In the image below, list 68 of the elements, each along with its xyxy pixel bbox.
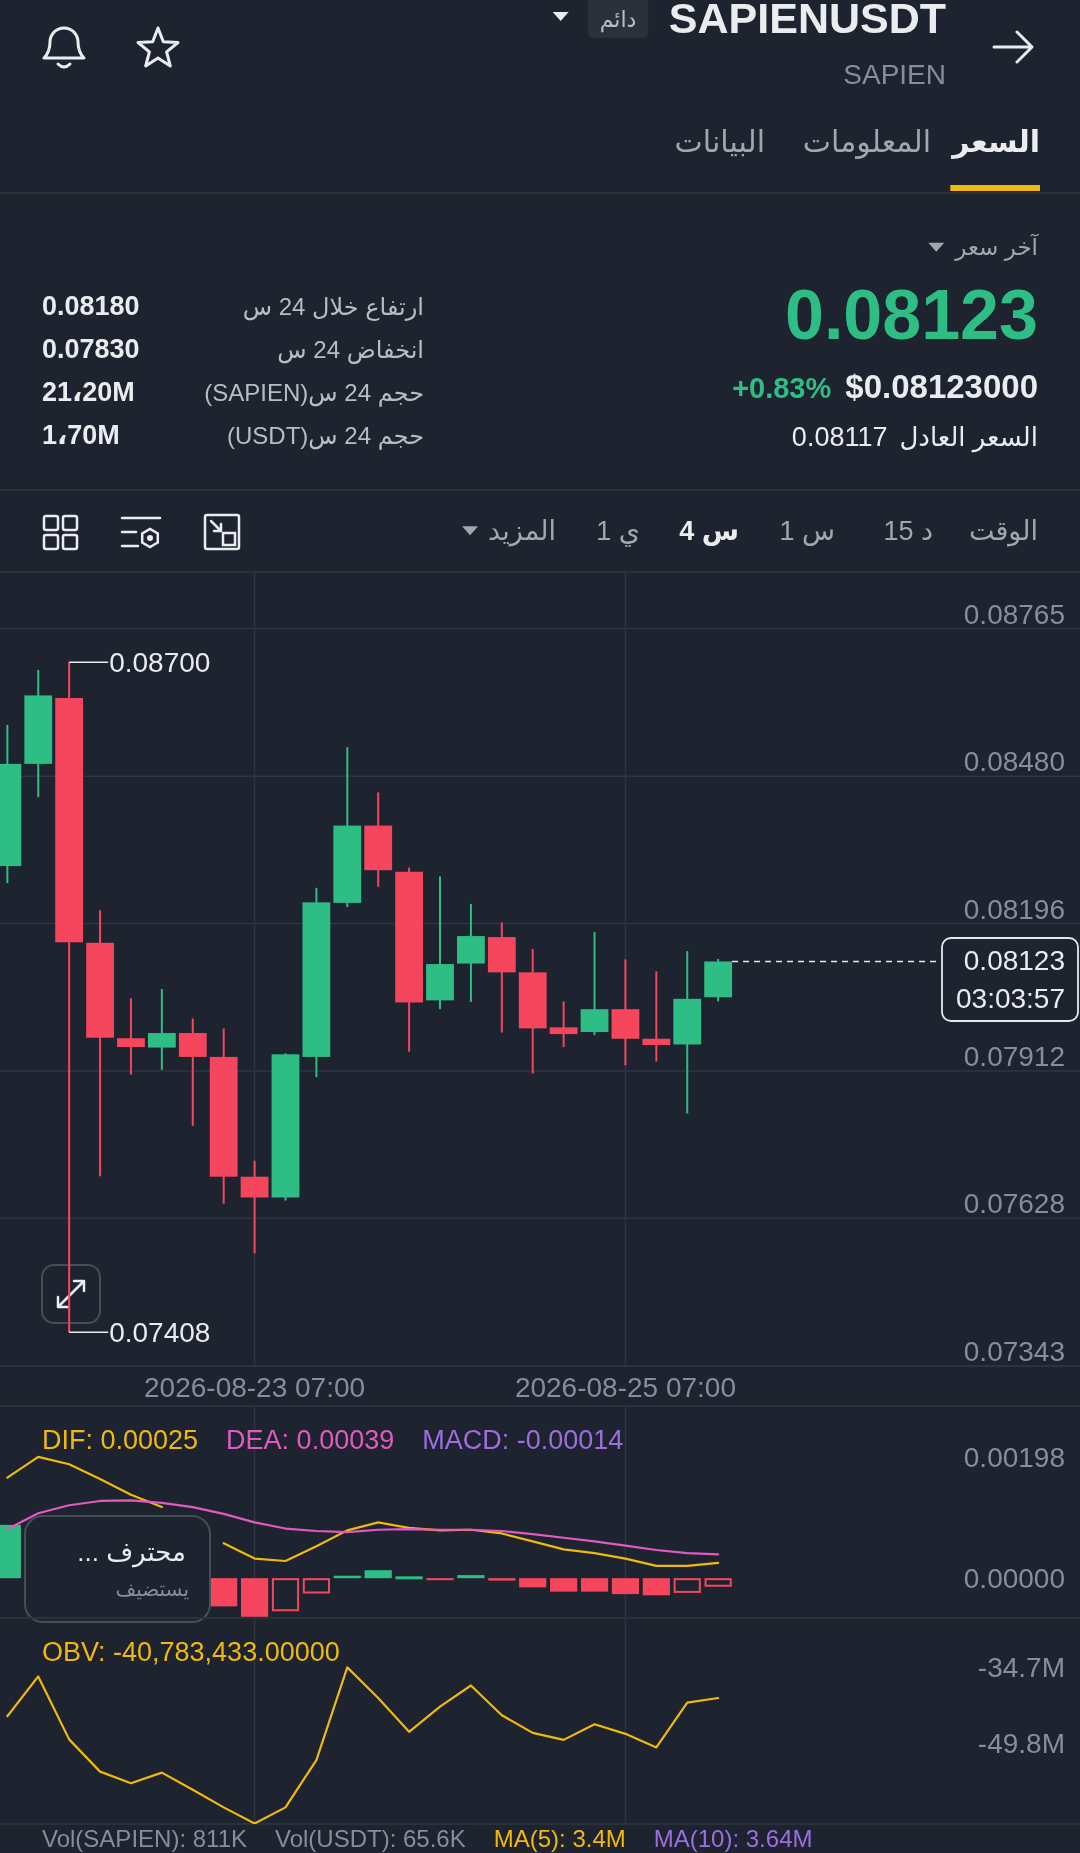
legend-label: MA(5): 3.4M bbox=[493, 1825, 626, 1852]
text: SAPIEN bbox=[843, 59, 946, 90]
bar bbox=[395, 1576, 423, 1580]
y-tick-label: 0.08765 bbox=[963, 598, 1065, 630]
line-series bbox=[6, 1666, 720, 1824]
text: 0.08117 bbox=[791, 422, 888, 452]
y-tick-label: 0.00198 bbox=[963, 1441, 1065, 1473]
annotation: MACD: -0.00014 bbox=[422, 1425, 624, 1455]
bar bbox=[642, 1578, 670, 1596]
bar bbox=[580, 1578, 609, 1592]
legend-label: MA(10): 3.64M bbox=[653, 1825, 813, 1852]
bar bbox=[302, 1578, 330, 1594]
text: 21،20M bbox=[42, 377, 135, 407]
series-label: DIF: 0.00025 bbox=[42, 1425, 199, 1455]
bar bbox=[240, 1578, 269, 1617]
annotation: يستضيف bbox=[115, 1578, 189, 1600]
x-tick-label: 2026-08-25 07:00 bbox=[514, 1372, 736, 1403]
y-tick-label: 0.07628 bbox=[963, 1188, 1065, 1220]
y-tick-label: -34.7M bbox=[977, 1652, 1065, 1684]
text: 15 د bbox=[883, 516, 933, 546]
series-label: OBV: -40,783,433.00000 bbox=[42, 1637, 340, 1667]
y-tick-label: 0.07912 bbox=[963, 1040, 1065, 1072]
y-tick-label: 0.07343 bbox=[963, 1336, 1065, 1367]
y-tick-label: 0.00000 bbox=[963, 1563, 1065, 1595]
annotation: 0.08700 bbox=[109, 647, 211, 679]
bar bbox=[611, 1578, 640, 1595]
bar bbox=[457, 1575, 485, 1579]
ref-line-label: 0.08123 03:03:57 bbox=[956, 945, 1065, 1014]
text: 0.08123 bbox=[784, 276, 1038, 354]
bar bbox=[673, 1578, 701, 1593]
text: حجم 24 س(SAPIEN) bbox=[204, 379, 424, 407]
text: SAPIENUSDT bbox=[668, 0, 946, 42]
text: 1 س bbox=[779, 516, 835, 546]
bar bbox=[488, 1578, 516, 1581]
bar bbox=[704, 1578, 732, 1587]
text: البيانات bbox=[674, 125, 765, 158]
text: 0.07830 bbox=[42, 334, 140, 364]
legend-label: Vol(SAPIEN): 811K bbox=[42, 1825, 247, 1852]
y-tick-label: 0.08480 bbox=[963, 746, 1065, 778]
legend-label: Vol(USDT): 65.6K bbox=[274, 1825, 466, 1852]
text: 4 س bbox=[679, 516, 739, 546]
annotation: محترف ... bbox=[77, 1537, 186, 1568]
bar bbox=[426, 1578, 454, 1581]
bar bbox=[519, 1578, 547, 1588]
text: دائم bbox=[599, 7, 637, 33]
text: DEA: 0.00039 bbox=[226, 1425, 395, 1455]
annotation: 0.07408 bbox=[109, 1317, 211, 1349]
bar bbox=[550, 1578, 578, 1592]
text: +0.83% bbox=[732, 372, 832, 404]
text: السعر bbox=[950, 125, 1040, 159]
bar bbox=[210, 1578, 238, 1607]
text: $0.08123000 bbox=[845, 368, 1038, 405]
text: المزيد bbox=[488, 516, 556, 547]
text: 1 ي bbox=[596, 516, 640, 547]
x-tick-label: 2026-08-23 07:00 bbox=[144, 1372, 366, 1403]
bar bbox=[364, 1570, 392, 1579]
text: 1،70M bbox=[42, 420, 120, 450]
text: انخفاض 24 س bbox=[277, 336, 424, 364]
text: ارتفاع خلال 24 س bbox=[242, 293, 424, 321]
y-tick-label: 0.08196 bbox=[963, 893, 1065, 925]
bar bbox=[271, 1578, 300, 1612]
text: 0.08180 bbox=[42, 291, 140, 321]
text: حجم 24 س(USDT) bbox=[227, 422, 424, 450]
y-tick-label: -49.8M bbox=[977, 1728, 1065, 1760]
text: المعلومات bbox=[802, 125, 931, 159]
text: السعر العادل bbox=[899, 422, 1038, 453]
text: آخر سعر bbox=[954, 233, 1040, 261]
text: الوقت bbox=[968, 516, 1038, 547]
